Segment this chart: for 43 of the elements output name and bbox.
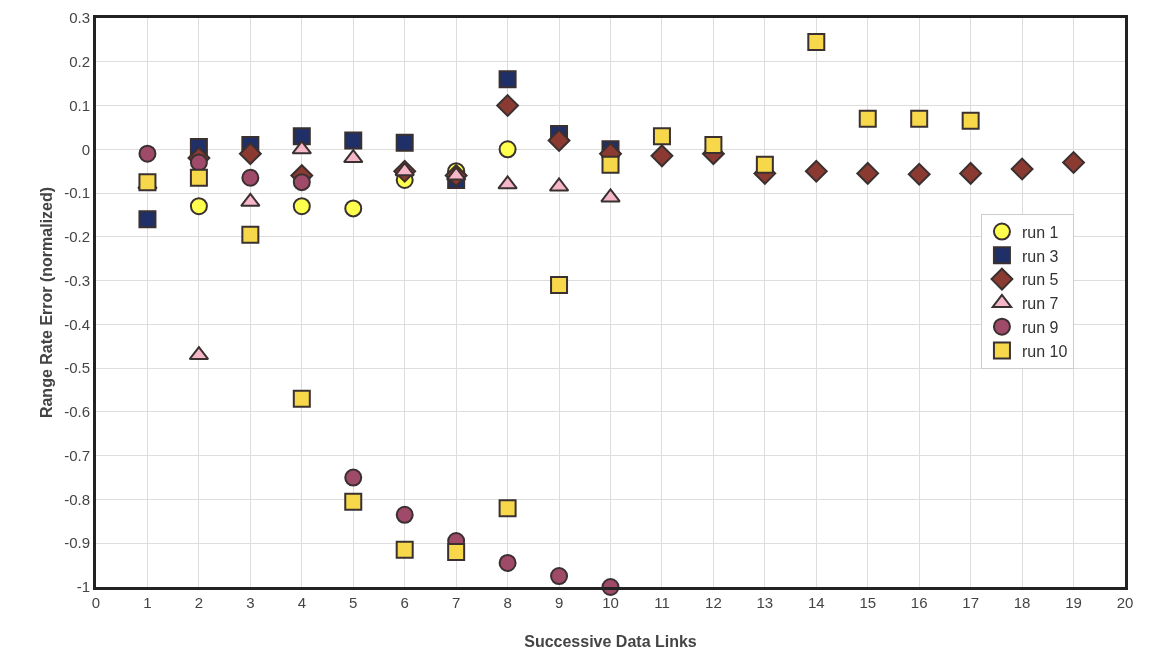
x-tick-label: 18 [1013, 594, 1031, 611]
x-tick-label: 11 [654, 594, 670, 611]
y-tick-label: -0.6 [64, 403, 90, 421]
x-tick-label: 13 [756, 594, 774, 611]
legend-label: run 1 [1021, 223, 1059, 241]
legend-label: run 9 [1021, 318, 1059, 336]
y-tick-label: -0.2 [64, 228, 90, 246]
y-tick-label: -1 [76, 578, 90, 596]
y-tick-label: -0.8 [64, 490, 90, 508]
x-tick-label: 3 [246, 594, 255, 611]
legend-label: run 5 [1021, 271, 1059, 289]
x-tick-label: 5 [349, 594, 358, 611]
y-tick-label: -0.5 [64, 359, 90, 377]
x-tick-label: 19 [1065, 594, 1082, 611]
y-tick-label: -0.9 [64, 534, 90, 552]
x-tick-label: 12 [705, 594, 722, 611]
y-tick-label: -0.3 [64, 271, 90, 289]
x-tick-label: 4 [297, 594, 306, 611]
x-tick-label: 9 [554, 594, 564, 611]
legend-label: run 3 [1021, 247, 1059, 265]
x-tick-label: 16 [910, 594, 928, 611]
y-tick-label: -0.4 [64, 315, 90, 333]
x-tick-label: 17 [962, 594, 979, 611]
x-tick-label: 2 [194, 594, 204, 611]
legend-label: run 7 [1021, 295, 1059, 313]
y-tick-label: 0.3 [69, 9, 90, 27]
x-tick-label: 8 [503, 594, 512, 611]
x-tick-label: 10 [602, 594, 619, 611]
y-tick-label: 0.2 [69, 53, 90, 71]
x-tick-label: 15 [859, 594, 877, 611]
x-tick-label: 1 [143, 594, 152, 611]
x-tick-label: 6 [400, 594, 409, 611]
x-tick-label: 20 [1116, 594, 1134, 611]
x-tick-label: 14 [807, 594, 825, 611]
x-tick-label: 7 [451, 594, 461, 611]
x-axis-title: Successive Data Links [524, 633, 697, 650]
y-tick-label: 0.1 [69, 96, 90, 114]
y-tick-label: -0.7 [64, 446, 90, 464]
y-axis-title: Range Rate Error (normalized) [38, 186, 55, 419]
legend-label: run 10 [1021, 342, 1068, 360]
x-tick-label: 0 [91, 594, 101, 611]
y-tick-label: 0 [81, 140, 90, 158]
y-tick-label: -0.1 [64, 184, 90, 202]
